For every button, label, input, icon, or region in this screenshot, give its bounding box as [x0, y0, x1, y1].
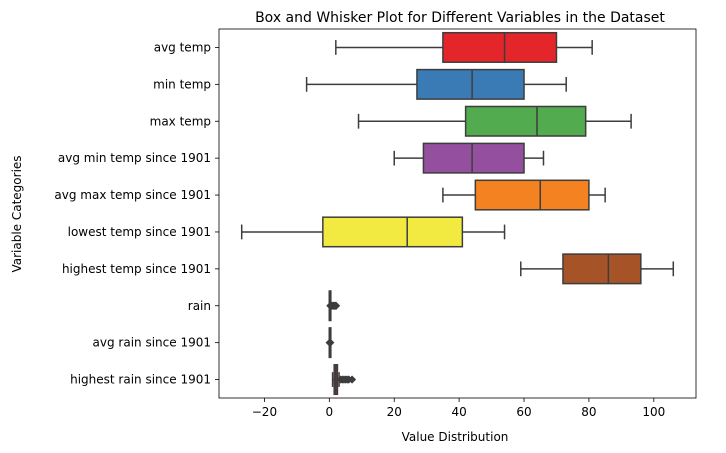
y-tick-label: rain: [188, 299, 211, 313]
x-tick-label: 80: [581, 405, 596, 419]
box-series: [240, 216, 506, 248]
y-tick-label: avg max temp since 1901: [54, 188, 211, 202]
outlier-point: [326, 338, 335, 347]
chart-title: Box and Whisker Plot for Different Varia…: [255, 10, 665, 26]
plot-area: [240, 31, 675, 396]
x-tick-label: 0: [326, 405, 334, 419]
outlier-point: [332, 301, 341, 310]
y-tick-label: highest rain since 1901: [70, 373, 211, 387]
box: [562, 253, 642, 285]
box-series: [325, 327, 335, 359]
box-series: [305, 68, 567, 100]
y-tick-label: lowest temp since 1901: [68, 225, 211, 239]
box: [442, 31, 558, 63]
x-tick-label: 20: [387, 405, 402, 419]
x-axis: −20 0 20 40 60 80 100: [252, 398, 665, 419]
box: [422, 142, 525, 174]
box: [464, 105, 587, 137]
box-series: [331, 364, 357, 396]
box-series: [335, 31, 593, 63]
x-tick-label: 100: [642, 405, 665, 419]
y-tick-label: max temp: [150, 114, 211, 128]
box: [416, 68, 525, 100]
x-tick-label: −20: [252, 405, 277, 419]
y-axis-label: Variable Categories: [10, 155, 24, 272]
box-series: [520, 253, 675, 285]
box-series: [357, 105, 632, 137]
box-series: [393, 142, 545, 174]
y-tick-label: avg min temp since 1901: [58, 151, 211, 165]
box-series: [326, 290, 341, 322]
x-tick-label: 60: [516, 405, 531, 419]
plot-frame: [218, 28, 697, 399]
y-axis: avg temp min temp max temp avg min temp sin…: [54, 40, 219, 387]
y-tick-label: avg rain since 1901: [93, 336, 211, 350]
x-tick-label: 40: [451, 405, 466, 419]
y-tick-label: highest temp since 1901: [62, 262, 211, 276]
box-series: [442, 179, 606, 211]
box: [322, 216, 464, 248]
x-axis-label: Value Distribution: [402, 430, 509, 444]
box: [474, 179, 590, 211]
y-tick-label: avg temp: [154, 40, 211, 54]
outlier-point: [347, 375, 357, 384]
y-tick-label: min temp: [153, 77, 211, 91]
